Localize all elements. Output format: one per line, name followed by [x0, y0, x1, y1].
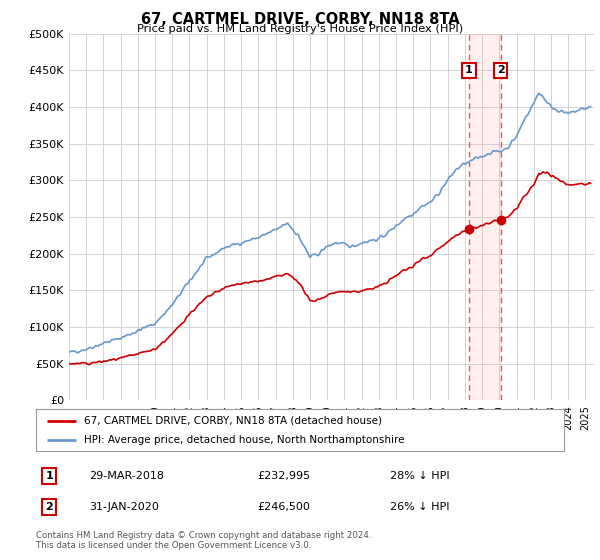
Text: £232,995: £232,995: [258, 471, 311, 481]
Text: Contains HM Land Registry data © Crown copyright and database right 2024.
This d: Contains HM Land Registry data © Crown c…: [36, 531, 371, 550]
Bar: [469, 34, 501, 400]
Text: 2: 2: [497, 66, 505, 75]
Text: 26% ↓ HPI: 26% ↓ HPI: [390, 502, 449, 512]
Text: 29-MAR-2018: 29-MAR-2018: [89, 471, 164, 481]
Text: 31-JAN-2020: 31-JAN-2020: [89, 502, 158, 512]
Text: 2: 2: [46, 502, 53, 512]
Text: 67, CARTMEL DRIVE, CORBY, NN18 8TA (detached house): 67, CARTMEL DRIVE, CORBY, NN18 8TA (deta…: [83, 416, 382, 426]
Text: 1: 1: [465, 66, 473, 75]
Text: 1: 1: [46, 471, 53, 481]
Text: HPI: Average price, detached house, North Northamptonshire: HPI: Average price, detached house, Nort…: [83, 435, 404, 445]
Text: 67, CARTMEL DRIVE, CORBY, NN18 8TA: 67, CARTMEL DRIVE, CORBY, NN18 8TA: [140, 12, 460, 27]
Text: Price paid vs. HM Land Registry's House Price Index (HPI): Price paid vs. HM Land Registry's House …: [137, 24, 463, 34]
Text: £246,500: £246,500: [258, 502, 311, 512]
Text: 28% ↓ HPI: 28% ↓ HPI: [390, 471, 449, 481]
